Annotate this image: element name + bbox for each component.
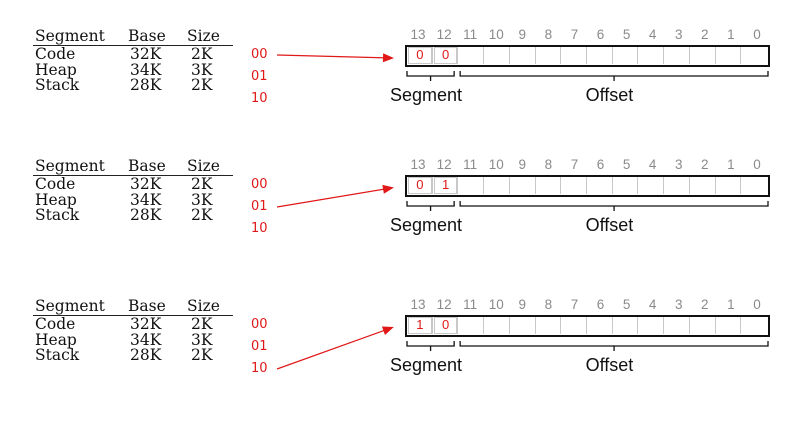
segment-select-arrow bbox=[0, 28, 794, 158]
segment-select-arrow bbox=[0, 298, 794, 428]
segment-translation-panel: Segment Base Size Code 32K 2K Heap 34K 3K Stack 28… bbox=[0, 158, 794, 288]
segment-translation-panel: Segment Base Size Code 32K 2K Heap 34K 3K Stack 28… bbox=[0, 298, 794, 428]
segment-translation-panel: Segment Base Size Code 32K 2K Heap 34K 3K Stack 28… bbox=[0, 28, 794, 158]
segment-select-arrow bbox=[0, 158, 794, 288]
arrow-head bbox=[382, 326, 394, 334]
arrow-head bbox=[382, 185, 394, 194]
arrow-head bbox=[383, 53, 394, 62]
